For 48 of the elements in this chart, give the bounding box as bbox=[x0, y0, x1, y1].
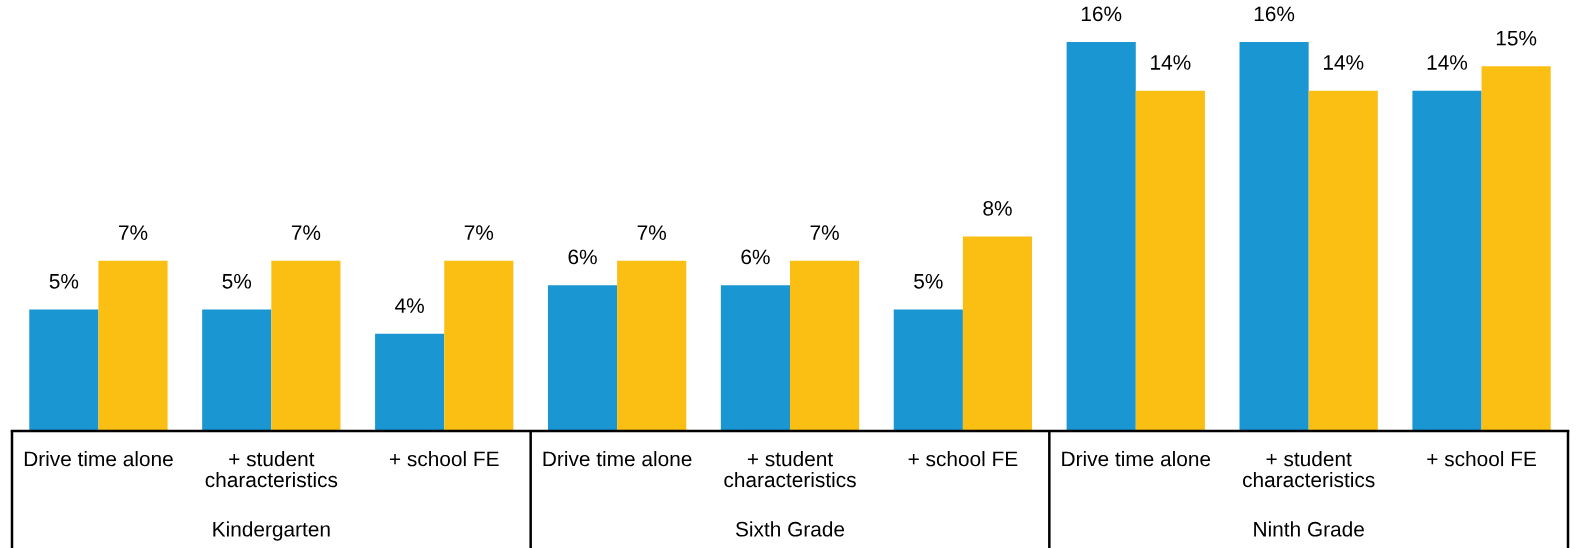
bar bbox=[98, 260, 168, 431]
data-label: 7% bbox=[810, 225, 839, 240]
data-label: 14% bbox=[1323, 55, 1364, 70]
bar bbox=[271, 260, 341, 431]
bar bbox=[962, 236, 1033, 431]
data-label: 7% bbox=[291, 225, 321, 240]
data-label: 6% bbox=[568, 249, 597, 265]
data-label: 4% bbox=[395, 298, 424, 313]
x-tick-label: + student characteristics bbox=[724, 451, 856, 488]
x-tick-label: + student characteristics bbox=[205, 451, 338, 488]
text: Ninth Grade bbox=[1254, 521, 1364, 537]
data-label: 5% bbox=[914, 273, 943, 289]
data-label: 7% bbox=[637, 225, 666, 240]
x-tick-label: + school FE bbox=[908, 451, 1018, 467]
bar bbox=[1135, 90, 1205, 431]
bar bbox=[790, 260, 860, 431]
data-label: 16% bbox=[1254, 6, 1295, 22]
data-label: 8% bbox=[983, 200, 1012, 216]
x-tick-label: + school FE bbox=[389, 451, 499, 467]
data-label: 16% bbox=[1081, 6, 1122, 22]
data-label: 7% bbox=[119, 225, 148, 240]
bar bbox=[547, 285, 618, 431]
bar bbox=[893, 309, 963, 431]
x-tick-label: Drive time alone bbox=[1062, 451, 1211, 467]
bar bbox=[1308, 90, 1378, 431]
bar bbox=[1481, 66, 1551, 431]
bar bbox=[1066, 42, 1136, 431]
bar bbox=[375, 333, 445, 431]
data-label: 6% bbox=[741, 249, 770, 265]
data-label: 15% bbox=[1496, 30, 1537, 46]
bar bbox=[617, 260, 687, 431]
data-label: 5% bbox=[222, 273, 252, 289]
x-tick-label: Drive time alone bbox=[543, 451, 692, 467]
text: Sixth Grade bbox=[735, 521, 845, 537]
data-label: 14% bbox=[1427, 55, 1468, 70]
bar bbox=[444, 260, 514, 431]
text: Kindergarten bbox=[213, 521, 330, 541]
bar bbox=[29, 309, 99, 431]
x-tick-label: + school FE bbox=[1427, 451, 1536, 467]
bar bbox=[202, 309, 272, 431]
data-label: 14% bbox=[1151, 55, 1191, 70]
x-tick-label: Drive time alone bbox=[24, 451, 173, 467]
bar bbox=[720, 285, 790, 431]
x-tick-label: + student characteristics bbox=[1242, 451, 1375, 488]
bar bbox=[1412, 90, 1482, 431]
data-label: 5% bbox=[49, 273, 79, 289]
data-label: 7% bbox=[464, 225, 494, 240]
bar bbox=[1239, 42, 1309, 431]
